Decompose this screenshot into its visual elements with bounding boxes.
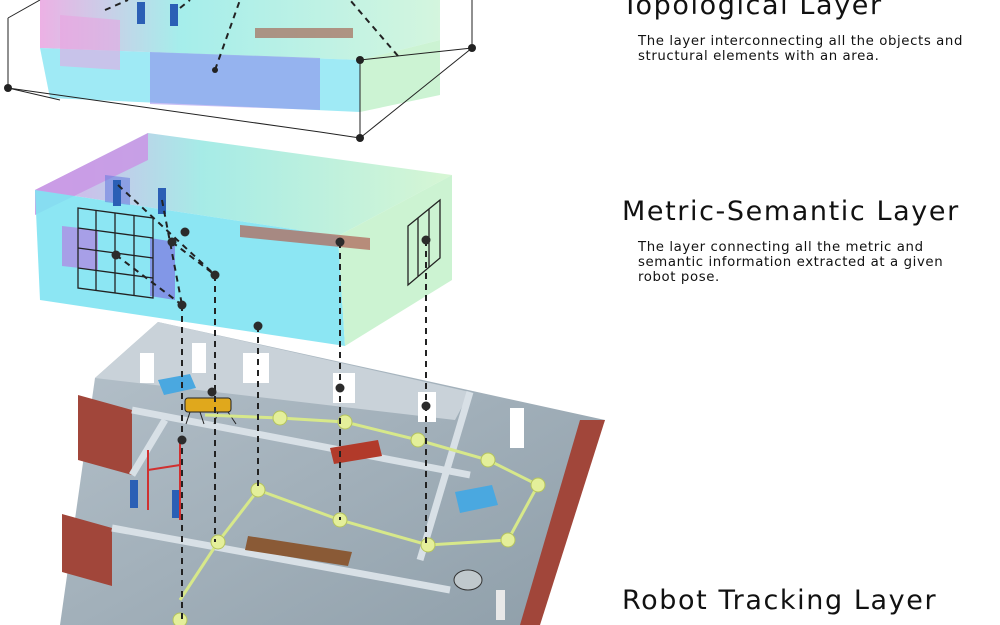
top-room-pink-panel bbox=[60, 15, 120, 70]
topological-layer-title: Topological Layer bbox=[622, 0, 883, 21]
wall-openings bbox=[140, 343, 524, 448]
topological-layer-description: The layer interconnecting all the object… bbox=[638, 34, 963, 64]
robot-tracking-layer-title: Robot Tracking Layer bbox=[622, 585, 938, 616]
robot-tracking-layer-model bbox=[60, 322, 605, 625]
top-room-violet-panel bbox=[150, 52, 320, 110]
trajectory-nodes bbox=[172, 410, 546, 625]
bench-icon bbox=[245, 440, 382, 566]
top-wireframe bbox=[7, 0, 473, 139]
graph-nodes bbox=[111, 227, 431, 445]
quadruped-robot-icon bbox=[184, 397, 237, 425]
top-bench bbox=[255, 28, 353, 38]
concrete-mixer bbox=[453, 569, 483, 591]
metric-semantic-layer-description: The layer connecting all the metric and … bbox=[638, 240, 944, 285]
worker-icon bbox=[130, 480, 505, 620]
left-wall-brick-lower bbox=[62, 514, 112, 586]
top-graph-nodes bbox=[4, 44, 476, 142]
worker-icon bbox=[137, 2, 178, 26]
interior-walls bbox=[111, 391, 474, 594]
robot-trajectory bbox=[178, 413, 541, 601]
back-wall bbox=[95, 322, 470, 420]
topological-layer-model bbox=[4, 0, 476, 142]
right-wall-brick bbox=[520, 420, 605, 625]
metric-to-tracking-edges bbox=[115, 184, 427, 620]
mid-room-side bbox=[338, 175, 452, 346]
metric-semantic-layer-model bbox=[35, 133, 452, 346]
top-graph-edges bbox=[104, 0, 399, 71]
left-wall-brick-upper bbox=[78, 395, 132, 475]
scaffold bbox=[147, 440, 181, 520]
pallet-icon bbox=[158, 374, 498, 513]
metric-semantic-layer-title: Metric-Semantic Layer bbox=[622, 196, 960, 227]
